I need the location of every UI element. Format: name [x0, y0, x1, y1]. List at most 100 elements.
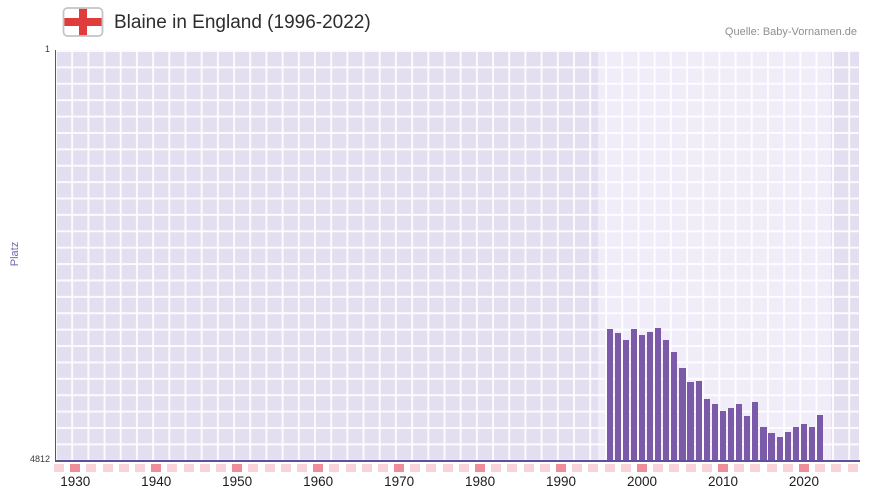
- x-tick-minor: [750, 464, 761, 472]
- bar-2018[interactable]: [784, 431, 791, 460]
- x-tick-major: [313, 464, 324, 472]
- bar-2005[interactable]: [679, 367, 686, 460]
- x-tick-minor: [539, 464, 550, 472]
- x-tick-minor: [264, 464, 275, 472]
- x-tick-minor: [685, 464, 696, 472]
- bar-2009[interactable]: [711, 404, 718, 460]
- y-axis-title: Platz: [9, 241, 21, 267]
- bar-2017[interactable]: [776, 436, 783, 460]
- x-tick-major: [232, 464, 243, 472]
- x-tick-minor: [86, 464, 97, 472]
- x-tick-minor: [280, 464, 291, 472]
- y-axis-top-label: 1: [44, 44, 50, 54]
- bar-2019[interactable]: [792, 427, 799, 460]
- x-tick-minor: [701, 464, 712, 472]
- bar-2008[interactable]: [703, 399, 710, 460]
- x-tick-minor: [135, 464, 145, 472]
- x-axis-label-1940: 1940: [141, 474, 172, 489]
- x-tick-minor: [572, 464, 583, 472]
- bar-2020[interactable]: [800, 424, 808, 460]
- x-tick-minor: [782, 464, 793, 472]
- x-tick-minor: [669, 464, 680, 472]
- x-tick-major: [798, 464, 809, 472]
- x-tick-minor: [620, 464, 631, 472]
- england-flag-icon: [62, 7, 104, 37]
- bar-2013[interactable]: [744, 416, 751, 460]
- bar-1998[interactable]: [622, 339, 629, 460]
- x-tick-minor: [604, 464, 615, 472]
- y-axis-line: [55, 50, 56, 460]
- bar-2012[interactable]: [736, 403, 743, 460]
- bar-2004[interactable]: [671, 352, 678, 460]
- x-tick-minor: [734, 464, 745, 472]
- x-tick-minor: [248, 464, 259, 472]
- x-tick-minor: [831, 464, 842, 472]
- bar-2007[interactable]: [695, 380, 702, 460]
- x-tick-minor: [426, 464, 437, 472]
- x-tick-minor: [653, 464, 664, 472]
- x-axis-label-1970: 1970: [384, 474, 415, 489]
- x-tick-minor: [491, 464, 502, 472]
- x-axis-line: [55, 460, 860, 462]
- x-tick-minor: [345, 464, 356, 472]
- bar-1999[interactable]: [630, 328, 637, 460]
- x-axis-label-1950: 1950: [222, 474, 253, 489]
- bar-1997[interactable]: [614, 332, 621, 460]
- source-credit: Quelle: Baby-Vornamen.de: [724, 26, 857, 38]
- x-tick-minor: [588, 464, 599, 472]
- x-tick-minor: [766, 464, 777, 472]
- bar-2000[interactable]: [638, 335, 646, 460]
- bar-1996[interactable]: [606, 329, 613, 460]
- x-tick-minor: [815, 464, 826, 472]
- plot-area: [55, 50, 859, 460]
- bar-2001[interactable]: [647, 332, 654, 460]
- x-tick-minor: [507, 464, 518, 472]
- x-tick-minor: [377, 464, 388, 472]
- x-tick-major: [151, 464, 162, 472]
- bar-2011[interactable]: [727, 407, 735, 460]
- x-tick-minor: [215, 464, 226, 472]
- x-axis-tick-strip: [54, 464, 861, 473]
- x-tick-minor: [199, 464, 210, 472]
- x-tick-minor: [847, 464, 858, 472]
- x-tick-major: [637, 464, 647, 472]
- x-axis-label-1990: 1990: [546, 474, 577, 489]
- bar-2002[interactable]: [655, 327, 662, 460]
- x-tick-major: [394, 464, 405, 472]
- x-axis-label-2020: 2020: [788, 474, 819, 489]
- x-axis-label-1980: 1980: [465, 474, 496, 489]
- x-tick-minor: [102, 464, 113, 472]
- x-axis-label-1960: 1960: [303, 474, 334, 489]
- x-tick-minor: [523, 464, 534, 472]
- x-axis-label-2010: 2010: [707, 474, 738, 489]
- bar-2022[interactable]: [817, 414, 824, 460]
- bar-2014[interactable]: [752, 401, 759, 460]
- x-tick-minor: [329, 464, 340, 472]
- x-axis-labels: 1930 1940 1950 1960 1970 1980 1990 2000 2010 2020: [55, 474, 861, 494]
- highlight-region: [598, 50, 832, 460]
- x-axis-label-2000: 2000: [626, 474, 658, 489]
- x-tick-minor: [183, 464, 194, 472]
- x-tick-major: [556, 464, 567, 472]
- x-tick-major: [717, 464, 728, 472]
- x-tick-minor: [361, 464, 372, 472]
- x-tick-minor: [118, 464, 129, 472]
- page-title: Blaine in England (1996-2022): [114, 12, 371, 33]
- bar-2016[interactable]: [768, 433, 775, 460]
- x-tick-minor: [410, 464, 421, 472]
- x-tick-minor: [54, 464, 65, 472]
- x-tick-minor: [442, 464, 453, 472]
- x-tick-major: [475, 464, 486, 472]
- y-axis-bottom-label: 4812: [29, 454, 50, 464]
- x-axis-label-1930: 1930: [60, 474, 91, 489]
- x-tick-minor: [296, 464, 307, 472]
- bar-2010[interactable]: [719, 411, 727, 460]
- bar-2021[interactable]: [808, 427, 816, 460]
- x-tick-minor: [458, 464, 469, 472]
- x-tick-minor: [167, 464, 178, 472]
- bar-2006[interactable]: [687, 382, 694, 460]
- bar-2003[interactable]: [663, 339, 670, 460]
- x-tick-major: [70, 464, 81, 472]
- bar-2015[interactable]: [760, 426, 767, 460]
